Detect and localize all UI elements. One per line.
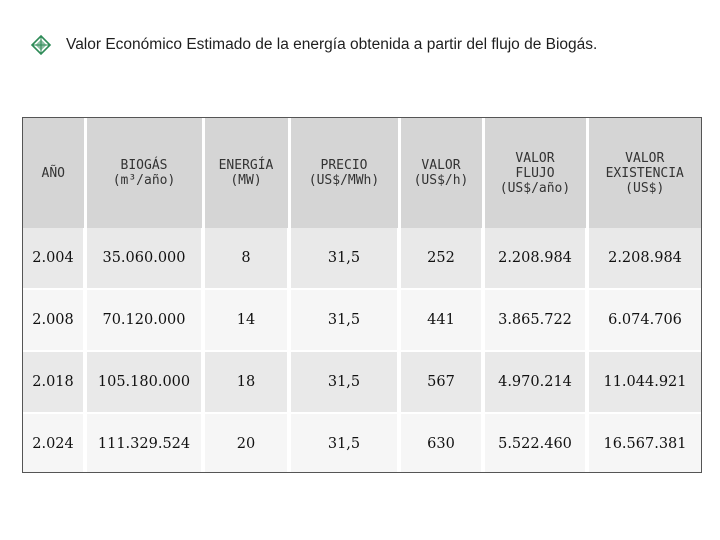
- cell-biogas: 35.060.000: [83, 228, 203, 289]
- table-row: 2.004 35.060.000 8 31,5 252 2.208.984 2.208.98…: [23, 228, 701, 289]
- cell-valor-flujo: 2.208.984: [481, 228, 587, 289]
- cell-precio: 31,5: [287, 350, 399, 413]
- table-body: 2.004 35.060.000 8 31,5 252 2.208.984 2.208.98…: [23, 228, 701, 472]
- slide-title: Valor Económico Estimado de la energía o…: [66, 36, 598, 53]
- cell-valor-existencia: 2.208.984: [585, 228, 701, 289]
- cell-biogas: 111.329.524: [83, 412, 203, 472]
- cell-valor-hora: 567: [397, 350, 483, 413]
- cell-energia: 8: [201, 228, 289, 289]
- slide-header: Valor Económico Estimado de la energía o…: [30, 30, 597, 60]
- header-row: AÑO BIOGÁS (m³/año) ENERGÍA (MW) PRECIO (US$/M…: [23, 118, 701, 228]
- cell-precio: 31,5: [287, 228, 399, 289]
- cell-anio: 2.024: [23, 412, 85, 472]
- economic-value-table: AÑO BIOGÁS (m³/año) ENERGÍA (MW) PRECIO (US$/M…: [23, 118, 701, 472]
- column-header-precio: PRECIO (US$/MWh): [289, 118, 401, 228]
- column-header-valor-flujo: VALOR FLUJO (US$/año): [483, 118, 589, 228]
- cell-energia: 20: [201, 412, 289, 472]
- cell-valor-flujo: 3.865.722: [481, 288, 587, 351]
- cell-valor-flujo: 5.522.460: [481, 412, 587, 472]
- cell-valor-existencia: 6.074.706: [585, 288, 701, 351]
- cell-valor-hora: 630: [397, 412, 483, 472]
- cell-energia: 14: [201, 288, 289, 351]
- cell-precio: 31,5: [287, 412, 399, 472]
- cell-valor-existencia: 11.044.921: [585, 350, 701, 413]
- cell-anio: 2.018: [23, 350, 85, 413]
- cell-valor-hora: 252: [397, 228, 483, 289]
- cell-anio: 2.008: [23, 288, 85, 351]
- column-header-valor-existencia: VALOR EXISTENCIA (US$): [587, 118, 701, 228]
- cell-valor-existencia: 16.567.381: [585, 412, 701, 472]
- cell-energia: 18: [201, 350, 289, 413]
- diamond-bullet-icon: [30, 34, 52, 56]
- table-row: 2.008 70.120.000 14 31,5 441 3.865.722 6.074.7…: [23, 288, 701, 351]
- column-header-valor-hora: VALOR (US$/h): [399, 118, 485, 228]
- cell-anio: 2.004: [23, 228, 85, 289]
- column-header-anio: AÑO: [23, 118, 87, 228]
- cell-valor-flujo: 4.970.214: [481, 350, 587, 413]
- cell-biogas: 70.120.000: [83, 288, 203, 351]
- column-header-energia: ENERGÍA (MW): [203, 118, 291, 228]
- cell-biogas: 105.180.000: [83, 350, 203, 413]
- cell-precio: 31,5: [287, 288, 399, 351]
- table-row: 2.018 105.180.000 18 31,5 567 4.970.214 11.044…: [23, 350, 701, 413]
- cell-valor-hora: 441: [397, 288, 483, 351]
- table-row: 2.024 111.329.524 20 31,5 630 5.522.460 16.567…: [23, 412, 701, 472]
- data-table-container: AÑO BIOGÁS (m³/año) ENERGÍA (MW) PRECIO (US$/M…: [22, 117, 702, 473]
- table-header: AÑO BIOGÁS (m³/año) ENERGÍA (MW) PRECIO (US$/M…: [23, 118, 701, 228]
- column-header-biogas: BIOGÁS (m³/año): [85, 118, 205, 228]
